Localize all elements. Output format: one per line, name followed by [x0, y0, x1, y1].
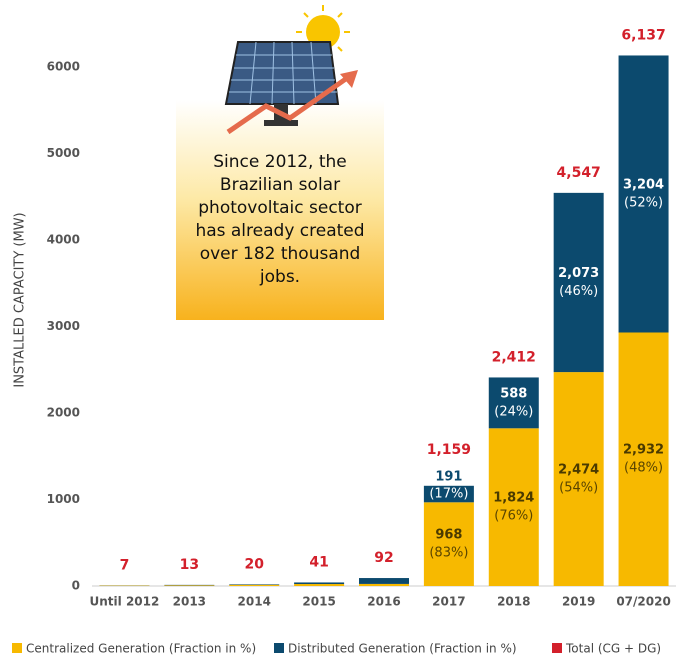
- percent-label: (48%): [624, 461, 663, 476]
- annotation-text: has already created: [195, 221, 364, 241]
- percent-label: (17%): [429, 487, 468, 502]
- total-label: 41: [309, 554, 328, 570]
- x-tick-label: 2016: [367, 595, 400, 609]
- y-tick-label: 4000: [47, 233, 80, 247]
- total-label: 2,412: [492, 349, 536, 365]
- annotation-text: jobs.: [259, 267, 300, 287]
- percent-label: (46%): [559, 284, 598, 299]
- total-label: 13: [180, 557, 199, 573]
- bar-segment: [554, 372, 604, 586]
- annotation-text: Brazilian solar: [220, 175, 340, 195]
- percent-label: (76%): [494, 509, 533, 524]
- total-label: 20: [244, 556, 264, 572]
- x-tick-label: 2013: [173, 595, 206, 609]
- bar-segment: [229, 585, 279, 586]
- percent-label: (83%): [429, 546, 468, 561]
- legend-label: Distributed Generation (Fraction in %): [288, 642, 517, 656]
- bar-segment: [619, 332, 669, 586]
- y-tick-label: 1000: [47, 492, 80, 506]
- legend-label: Total (CG + DG): [565, 642, 661, 656]
- bar-segment: [489, 428, 539, 586]
- bar-segment: [489, 377, 539, 428]
- y-tick-label: 0: [72, 579, 80, 593]
- data-label: 2,932: [623, 443, 664, 458]
- total-label: 4,547: [557, 165, 601, 181]
- y-tick-label: 5000: [47, 146, 80, 160]
- bar-segment: [164, 585, 214, 586]
- y-tick-label: 6000: [47, 60, 80, 74]
- x-tick-label: 2015: [302, 595, 335, 609]
- bar-segment: [554, 193, 604, 372]
- y-tick-label: 3000: [47, 319, 80, 333]
- data-label: 968: [435, 528, 462, 543]
- bar-segment: [294, 584, 344, 586]
- data-label: 588: [500, 386, 527, 401]
- total-label: 1,159: [427, 442, 471, 458]
- legend-label: Centralized Generation (Fraction in %): [26, 642, 256, 656]
- percent-label: (24%): [494, 404, 533, 419]
- bar-segment: [359, 584, 409, 586]
- data-label: 1,824: [493, 491, 534, 506]
- x-tick-label: 2019: [562, 595, 595, 609]
- percent-label: (52%): [624, 195, 663, 210]
- annotation-text: Since 2012, the: [213, 152, 346, 172]
- legend-swatch: [552, 643, 562, 653]
- x-tick-label: 2018: [497, 595, 530, 609]
- data-label: 191: [435, 469, 462, 484]
- y-axis-label: INSTALLED CAPACITY (MW): [13, 212, 28, 387]
- x-tick-label: 2017: [432, 595, 465, 609]
- bar-segment: [294, 582, 344, 584]
- panel-base: [264, 120, 298, 126]
- bar-segment: [424, 502, 474, 586]
- annotation-text: over 182 thousand: [200, 244, 361, 264]
- data-label: 3,204: [623, 177, 664, 192]
- bar-segment: [359, 578, 409, 584]
- data-label: 2,073: [558, 266, 599, 281]
- x-tick-label: 07/2020: [616, 595, 670, 609]
- bar-segment: [619, 55, 669, 332]
- bar-segment: [229, 584, 279, 585]
- data-label: 2,474: [558, 463, 599, 478]
- total-label: 6,137: [621, 27, 665, 43]
- percent-label: (54%): [559, 481, 598, 496]
- legend-swatch: [274, 643, 284, 653]
- y-tick-label: 2000: [47, 406, 80, 420]
- total-label: 92: [374, 550, 393, 566]
- legend-swatch: [12, 643, 22, 653]
- x-tick-label: 2014: [238, 595, 271, 609]
- x-tick-label: Until 2012: [90, 595, 160, 609]
- total-label: 7: [120, 557, 130, 573]
- annotation-text: photovoltaic sector: [198, 198, 362, 218]
